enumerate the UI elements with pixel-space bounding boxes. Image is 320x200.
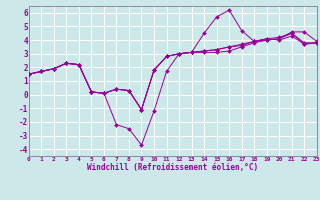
- X-axis label: Windchill (Refroidissement éolien,°C): Windchill (Refroidissement éolien,°C): [87, 163, 258, 172]
